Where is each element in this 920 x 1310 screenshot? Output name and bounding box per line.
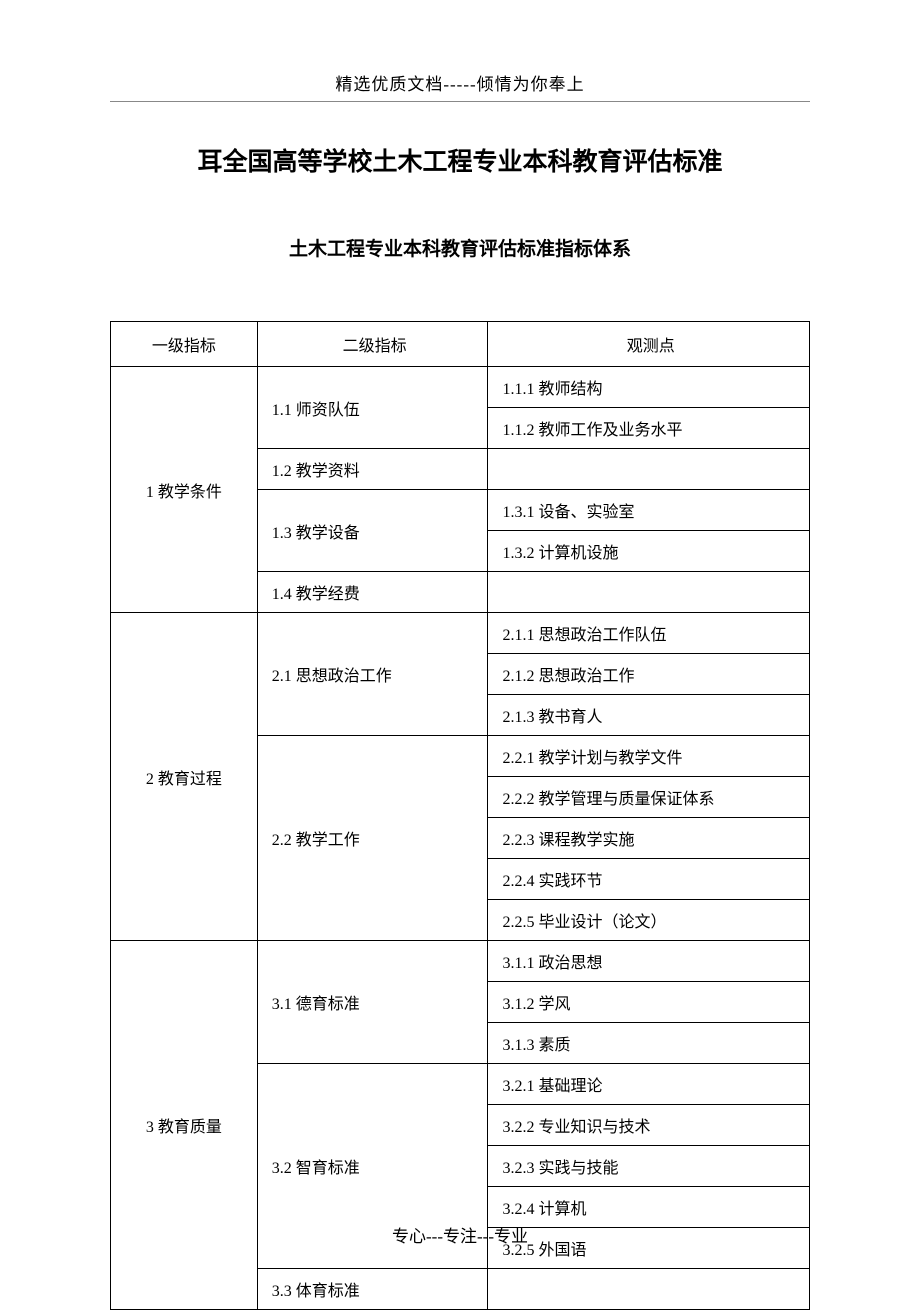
level2-cell: 2.1 思想政治工作: [257, 613, 488, 736]
observation-cell: 1.3.2 计算机设施: [488, 531, 810, 572]
header-tagline: 精选优质文档-----倾情为你奉上: [110, 70, 810, 102]
observation-cell: [488, 449, 810, 490]
observation-cell: 2.2.2 教学管理与质量保证体系: [488, 777, 810, 818]
observation-cell: [488, 572, 810, 613]
sub-title: 土木工程专业本科教育评估标准指标体系: [110, 234, 810, 261]
level2-cell: 2.2 教学工作: [257, 736, 488, 941]
footer-text: 专心---专注---专业: [0, 1222, 920, 1247]
level2-cell: 1.3 教学设备: [257, 490, 488, 572]
observation-cell: 1.1.2 教师工作及业务水平: [488, 408, 810, 449]
level1-cell: 1 教学条件: [111, 367, 258, 613]
observation-cell: [488, 1269, 810, 1310]
observation-cell: 2.1.3 教书育人: [488, 695, 810, 736]
observation-cell: 3.2.3 实践与技能: [488, 1146, 810, 1187]
main-title: 耳全国高等学校土木工程专业本科教育评估标准: [110, 142, 810, 178]
header-level1: 一级指标: [111, 322, 258, 367]
observation-cell: 1.1.1 教师结构: [488, 367, 810, 408]
document-page: 精选优质文档-----倾情为你奉上 耳全国高等学校土木工程专业本科教育评估标准 …: [0, 0, 920, 1302]
level2-cell: 1.4 教学经费: [257, 572, 488, 613]
header-obs: 观测点: [488, 322, 810, 367]
table-row: 2 教育过程2.1 思想政治工作2.1.1 思想政治工作队伍: [111, 613, 810, 654]
level2-cell: 1.2 教学资料: [257, 449, 488, 490]
observation-cell: 3.2.1 基础理论: [488, 1064, 810, 1105]
observation-cell: 2.1.2 思想政治工作: [488, 654, 810, 695]
observation-cell: 3.1.3 素质: [488, 1023, 810, 1064]
observation-cell: 2.1.1 思想政治工作队伍: [488, 613, 810, 654]
observation-cell: 2.2.4 实践环节: [488, 859, 810, 900]
observation-cell: 2.2.3 课程教学实施: [488, 818, 810, 859]
level1-cell: 3 教育质量: [111, 941, 258, 1310]
level2-cell: 1.1 师资队伍: [257, 367, 488, 449]
observation-cell: 1.3.1 设备、实验室: [488, 490, 810, 531]
header-level2: 二级指标: [257, 322, 488, 367]
observation-cell: 3.2.2 专业知识与技术: [488, 1105, 810, 1146]
level2-cell: 3.1 德育标准: [257, 941, 488, 1064]
observation-cell: 2.2.1 教学计划与教学文件: [488, 736, 810, 777]
indicator-table: 一级指标 二级指标 观测点 1 教学条件1.1 师资队伍1.1.1 教师结构1.…: [110, 321, 810, 1310]
observation-cell: 3.1.2 学风: [488, 982, 810, 1023]
table-header-row: 一级指标 二级指标 观测点: [111, 322, 810, 367]
observation-cell: 3.1.1 政治思想: [488, 941, 810, 982]
level1-cell: 2 教育过程: [111, 613, 258, 941]
table-row: 1 教学条件1.1 师资队伍1.1.1 教师结构: [111, 367, 810, 408]
table-row: 3 教育质量3.1 德育标准3.1.1 政治思想: [111, 941, 810, 982]
level2-cell: 3.3 体育标准: [257, 1269, 488, 1310]
observation-cell: 2.2.5 毕业设计（论文）: [488, 900, 810, 941]
table-body: 1 教学条件1.1 师资队伍1.1.1 教师结构1.1.2 教师工作及业务水平1…: [111, 367, 810, 1310]
